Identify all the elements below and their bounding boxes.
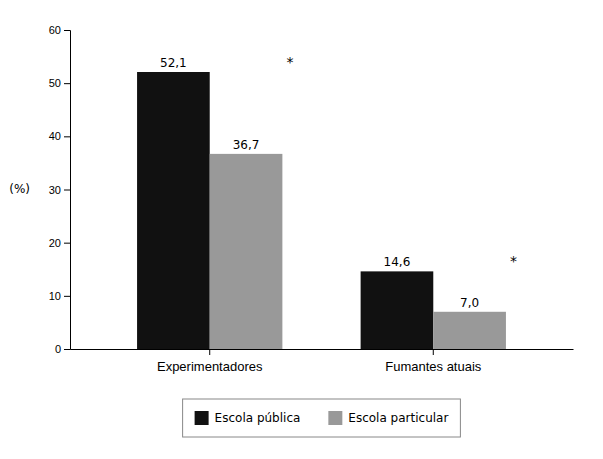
y-tick: 50 — [49, 77, 70, 89]
y-tick: 10 — [49, 290, 70, 302]
y-tick-label: 60 — [49, 24, 61, 36]
y-tick: 30 — [49, 184, 70, 196]
y-tick: 20 — [49, 237, 70, 249]
legend-label: Escola pública — [215, 411, 301, 425]
legend-item: Escola pública — [195, 411, 301, 425]
y-axis: 0 10 20 30 40 50 60 — [49, 24, 71, 355]
legend-label: Escola particular — [348, 411, 448, 425]
bar — [361, 271, 434, 349]
data-label: 52,1 — [160, 56, 187, 70]
data-label: 7,0 — [460, 296, 479, 310]
y-tick-label: 20 — [49, 237, 61, 249]
x-tick-mark — [209, 349, 210, 355]
chart: 0 10 20 30 40 50 60 Experimentadores Fumantes at… — [0, 0, 603, 459]
y-tick-label: 50 — [49, 77, 61, 89]
x-axis: Experimentadores Fumantes atuais — [71, 349, 574, 374]
y-tick-mark — [64, 190, 70, 191]
y-tick-mark — [64, 30, 70, 31]
x-tick: Fumantes atuais — [385, 349, 482, 374]
y-tick-label: 40 — [49, 130, 61, 142]
x-tick-label: Fumantes atuais — [385, 359, 482, 374]
y-tick-label: 30 — [49, 184, 61, 196]
legend-swatch — [328, 411, 342, 425]
bars — [137, 72, 506, 349]
bar — [137, 72, 210, 349]
y-tick: 40 — [49, 130, 70, 142]
data-labels: 52,1 14,6 36,7 7,0 * * — [160, 54, 517, 310]
x-tick: Experimentadores — [157, 349, 263, 374]
legend-swatch — [195, 411, 209, 425]
x-axis-line — [71, 349, 574, 350]
y-tick: 0 — [55, 343, 70, 355]
x-tick-label: Experimentadores — [157, 359, 263, 374]
plot: 0 10 20 30 40 50 60 Experimentadores Fumantes at… — [49, 24, 574, 374]
y-axis-line — [64, 31, 71, 350]
y-tick-mark — [64, 83, 70, 84]
bar — [210, 154, 283, 349]
y-tick-label: 10 — [49, 290, 61, 302]
y-tick-label: 0 — [55, 343, 61, 355]
annotation: * — [510, 253, 517, 269]
y-tick-mark — [64, 243, 70, 244]
annotation: * — [286, 54, 293, 70]
bar — [433, 312, 506, 349]
data-label: 36,7 — [233, 138, 260, 152]
y-axis-title: (%) — [9, 182, 30, 196]
x-tick-mark — [433, 349, 434, 355]
legend-item: Escola particular — [328, 411, 448, 425]
legend-box — [183, 399, 461, 437]
y-tick-mark — [64, 349, 70, 350]
legend: Escola pública Escola particular — [183, 399, 461, 437]
y-tick-mark — [64, 296, 70, 297]
y-tick: 60 — [49, 24, 70, 36]
y-tick-mark — [64, 136, 70, 137]
data-label: 14,6 — [384, 255, 411, 269]
